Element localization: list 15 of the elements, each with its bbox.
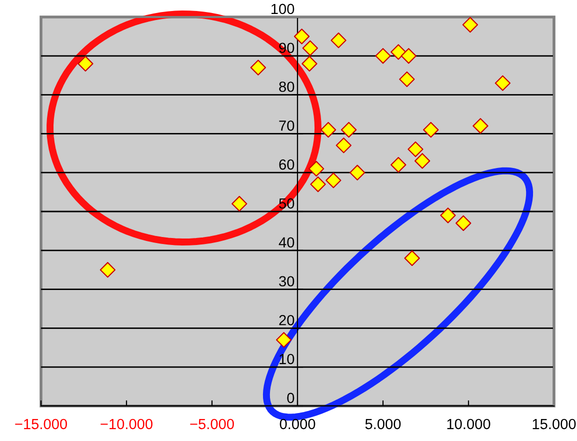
x-tick-label: 5.000 <box>365 418 401 430</box>
y-tick-label: 0 <box>287 392 294 404</box>
x-tick-label: 10.000 <box>447 418 490 430</box>
y-tick-label: 40 <box>278 237 294 248</box>
y-tick-label: 20 <box>279 314 294 326</box>
y-tick-label: 60 <box>279 159 294 170</box>
x-tick-label: 15.000 <box>532 418 576 430</box>
y-tick-label: 30 <box>279 276 294 286</box>
x-tick-label: 0.000 <box>280 418 316 430</box>
x-tick-label: −5.000 <box>190 418 234 430</box>
y-tick-label: 100 <box>272 4 294 14</box>
y-tick-label: 80 <box>279 82 294 92</box>
x-tick-label: −15.000 <box>15 418 67 430</box>
y-tick-label: 70 <box>279 120 294 131</box>
x-tick-label: −10.000 <box>100 418 152 430</box>
